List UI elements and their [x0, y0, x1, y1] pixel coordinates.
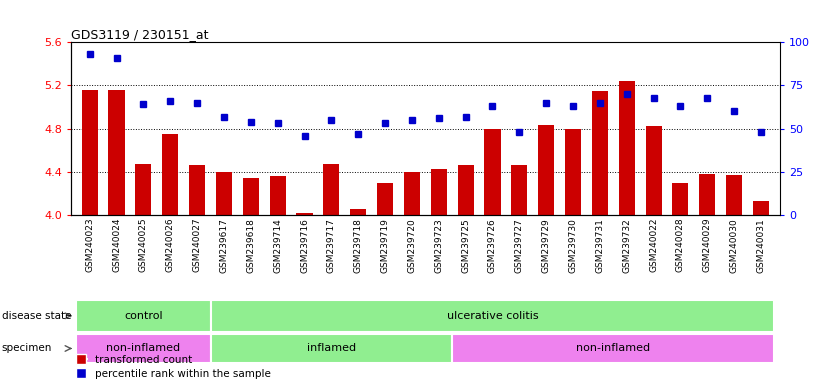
Text: control: control	[124, 311, 163, 321]
Bar	[452, 334, 775, 363]
Bar	[485, 129, 500, 215]
Text: GDS3119 / 230151_at: GDS3119 / 230151_at	[71, 28, 208, 41]
Legend: transformed count, percentile rank within the sample: transformed count, percentile rank withi…	[76, 355, 271, 379]
Bar	[377, 183, 393, 215]
Bar	[592, 91, 608, 215]
Text: inflamed: inflamed	[307, 343, 356, 354]
Bar	[76, 300, 210, 332]
Bar	[269, 176, 286, 215]
Bar	[243, 178, 259, 215]
Bar	[296, 213, 313, 215]
Text: ulcerative colitis: ulcerative colitis	[447, 311, 538, 321]
Bar	[108, 90, 124, 215]
Bar	[404, 172, 420, 215]
Bar	[162, 134, 178, 215]
Bar	[82, 90, 98, 215]
Text: non-inflamed: non-inflamed	[576, 343, 651, 354]
Bar	[619, 81, 635, 215]
Bar	[430, 169, 447, 215]
Bar	[511, 166, 527, 215]
Bar	[76, 334, 210, 363]
Bar	[565, 129, 581, 215]
Bar	[699, 174, 716, 215]
Bar	[646, 126, 661, 215]
Bar	[458, 166, 474, 215]
Bar	[135, 164, 152, 215]
Bar	[189, 166, 205, 215]
Bar	[210, 334, 452, 363]
Bar	[538, 126, 555, 215]
Bar	[753, 201, 769, 215]
Bar	[324, 164, 339, 215]
Bar	[672, 183, 689, 215]
Bar	[210, 300, 775, 332]
Bar	[216, 172, 232, 215]
Bar	[726, 175, 742, 215]
Text: disease state: disease state	[2, 311, 71, 321]
Text: specimen: specimen	[2, 343, 52, 354]
Text: non-inflamed: non-inflamed	[106, 343, 180, 354]
Bar	[350, 209, 366, 215]
